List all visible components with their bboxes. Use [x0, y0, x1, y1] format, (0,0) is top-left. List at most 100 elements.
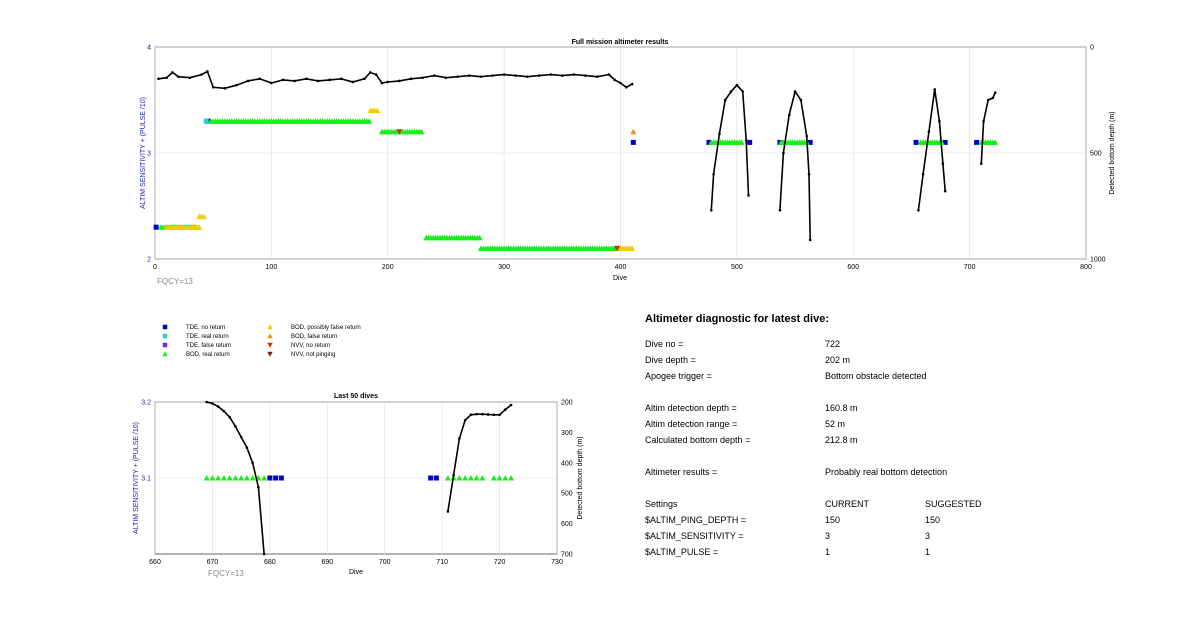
bottom-depth-point: [433, 74, 436, 77]
top-marks: [153, 70, 999, 252]
bottom-depth-point: [805, 134, 808, 138]
tde-no-return-marker: [273, 475, 279, 481]
bottom-y-ticks-right: 200 300 400 500 600 700: [561, 400, 573, 559]
sensitivity-row: $ALTIM_SENSITIVITY = 3 3: [645, 531, 1165, 547]
bottom-depth-point: [205, 400, 208, 404]
x-tick-label: 0: [153, 264, 157, 271]
tde-no-return-marker: [807, 139, 813, 145]
bod-real-return-marker: [992, 139, 999, 145]
bottom-depth-point: [537, 74, 541, 77]
legend-bod-possibly-false-return-icon: [267, 324, 273, 330]
pulse-current: 1: [825, 547, 831, 557]
y-tick-label-left: 3: [147, 151, 151, 158]
bottom-depth-point: [409, 77, 413, 81]
bottom-depth-point: [239, 435, 243, 439]
bod-real-return-marker: [496, 475, 503, 481]
bottom-depth-point: [235, 83, 238, 87]
x-tick-label: 100: [266, 264, 278, 271]
bottom-depth-point: [293, 79, 296, 83]
bottom-depth-point: [982, 119, 985, 123]
dive-no-value: 722: [825, 339, 841, 349]
apogee-label: Apogee trigger =: [645, 371, 712, 381]
bottom-depth-point: [363, 77, 366, 81]
bottom-depth-point: [941, 162, 945, 165]
y-tick-label-left: 3.2: [141, 400, 151, 407]
tde-no-return-marker: [913, 139, 919, 145]
bottom-depth-point: [709, 208, 713, 212]
results-row: Altimeter results = Probably real bottom …: [645, 467, 1165, 483]
det-range-label: Altim detection range =: [645, 419, 738, 429]
y-tick-label-right: 600: [561, 521, 573, 528]
bottom-depth-point: [157, 77, 160, 81]
nvv-no-return-marker: [614, 245, 621, 252]
dive-depth-row: Dive depth = 202 m: [645, 355, 1165, 371]
bottom-depth-point: [386, 80, 390, 84]
bod-real-return-marker: [476, 234, 483, 241]
pulse-row: $ALTIM_PULSE = 1 1: [645, 547, 1165, 563]
bottom-depth-point: [782, 151, 785, 155]
x-tick-label: 660: [149, 559, 161, 566]
y-tick-label-right: 400: [561, 460, 573, 467]
settings-label: Settings: [645, 499, 678, 509]
bottom-depth-point: [741, 90, 744, 93]
spacer: [645, 451, 1165, 467]
bottom-y-label-right: Detected bottom depth (m): [577, 436, 584, 519]
det-depth-value: 160.8 m: [825, 403, 858, 413]
results-label: Altimeter results =: [645, 467, 718, 477]
calc-depth-value: 212.8 m: [825, 435, 858, 445]
bottom-depth-point: [921, 172, 925, 176]
sensitivity-suggested: 3: [925, 531, 931, 541]
bottom-depth-point: [799, 98, 803, 102]
bod-real-return-marker: [479, 475, 486, 481]
bottom-x-label: Dive: [349, 569, 363, 576]
bottom-depth-point: [807, 172, 811, 176]
bottom-depth-point: [281, 78, 285, 82]
tde-no-return-marker: [630, 139, 636, 145]
bottom-depth-point: [374, 73, 378, 76]
bottom-depth-point: [549, 73, 552, 76]
bottom-depth-point: [504, 408, 507, 411]
legend-bod-false-return-icon: [267, 333, 273, 339]
x-tick-label: 670: [207, 559, 219, 566]
bottom-depth-point: [211, 85, 215, 89]
legend-bod-possibly-false-return-label: BOD, possibly false return: [291, 325, 361, 331]
x-tick-label: 400: [615, 264, 627, 271]
bottom-depth-point: [171, 71, 174, 74]
tde-no-return-marker: [433, 475, 439, 481]
bottom-depth-point: [339, 77, 343, 81]
bottom-depth-point: [718, 132, 721, 136]
calc-depth-row: Calculated bottom depth = 212.8 m: [645, 435, 1165, 451]
tde-no-return-marker: [747, 139, 753, 145]
bod-false-return-marker: [630, 128, 637, 135]
ping-depth-row: $ALTIM_PING_DEPTH = 150 150: [645, 515, 1165, 531]
settings-header-row: Settings CURRENT SUGGESTED: [645, 499, 1165, 515]
det-range-row: Altim detection range = 52 m: [645, 419, 1165, 435]
x-tick-label: 690: [321, 559, 333, 566]
bod-possibly-false-return-marker: [629, 245, 636, 251]
det-range-value: 52 m: [825, 419, 846, 429]
top-frequency-note: FQCY=13: [157, 277, 193, 286]
legend-nvv-not-pinging-label: NVV, not pinging: [291, 352, 335, 358]
y-tick-label-left: 3.1: [141, 476, 151, 483]
x-tick-label: 600: [847, 264, 859, 271]
bod-real-return-marker: [220, 475, 227, 481]
bottom-depth-point: [234, 425, 237, 428]
det-depth-row: Altim detection depth = 160.8 m: [645, 403, 1165, 419]
bottom-depth-point: [481, 412, 484, 416]
bottom-depth-point: [316, 79, 320, 83]
tde-no-return-marker: [278, 475, 284, 481]
top-grid: [154, 46, 1087, 260]
bottom-depth-point: [262, 552, 266, 556]
last-50-dives-chart: Last 50 dives Dive ALTIM SENSITIVITY + (…: [133, 393, 584, 578]
dive-depth-value: 202 m: [825, 355, 851, 365]
top-y-label-left: ALTIM SENSITIVITY + (PULSE /10): [140, 97, 147, 209]
bottom-depth-point: [526, 75, 529, 78]
bottom-depth-point: [258, 77, 262, 81]
bod-real-return-marker: [249, 475, 256, 481]
bod-real-return-marker: [444, 475, 451, 481]
legend-nvv-not-pinging-icon: [267, 351, 273, 357]
bottom-depth-point: [444, 76, 448, 80]
bottom-depth-point: [257, 485, 260, 489]
bottom-depth-point: [368, 71, 372, 74]
